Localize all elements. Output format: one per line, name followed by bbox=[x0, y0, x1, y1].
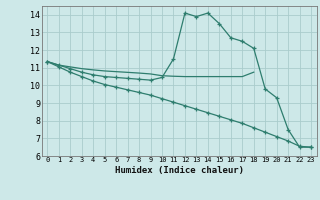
X-axis label: Humidex (Indice chaleur): Humidex (Indice chaleur) bbox=[115, 166, 244, 175]
